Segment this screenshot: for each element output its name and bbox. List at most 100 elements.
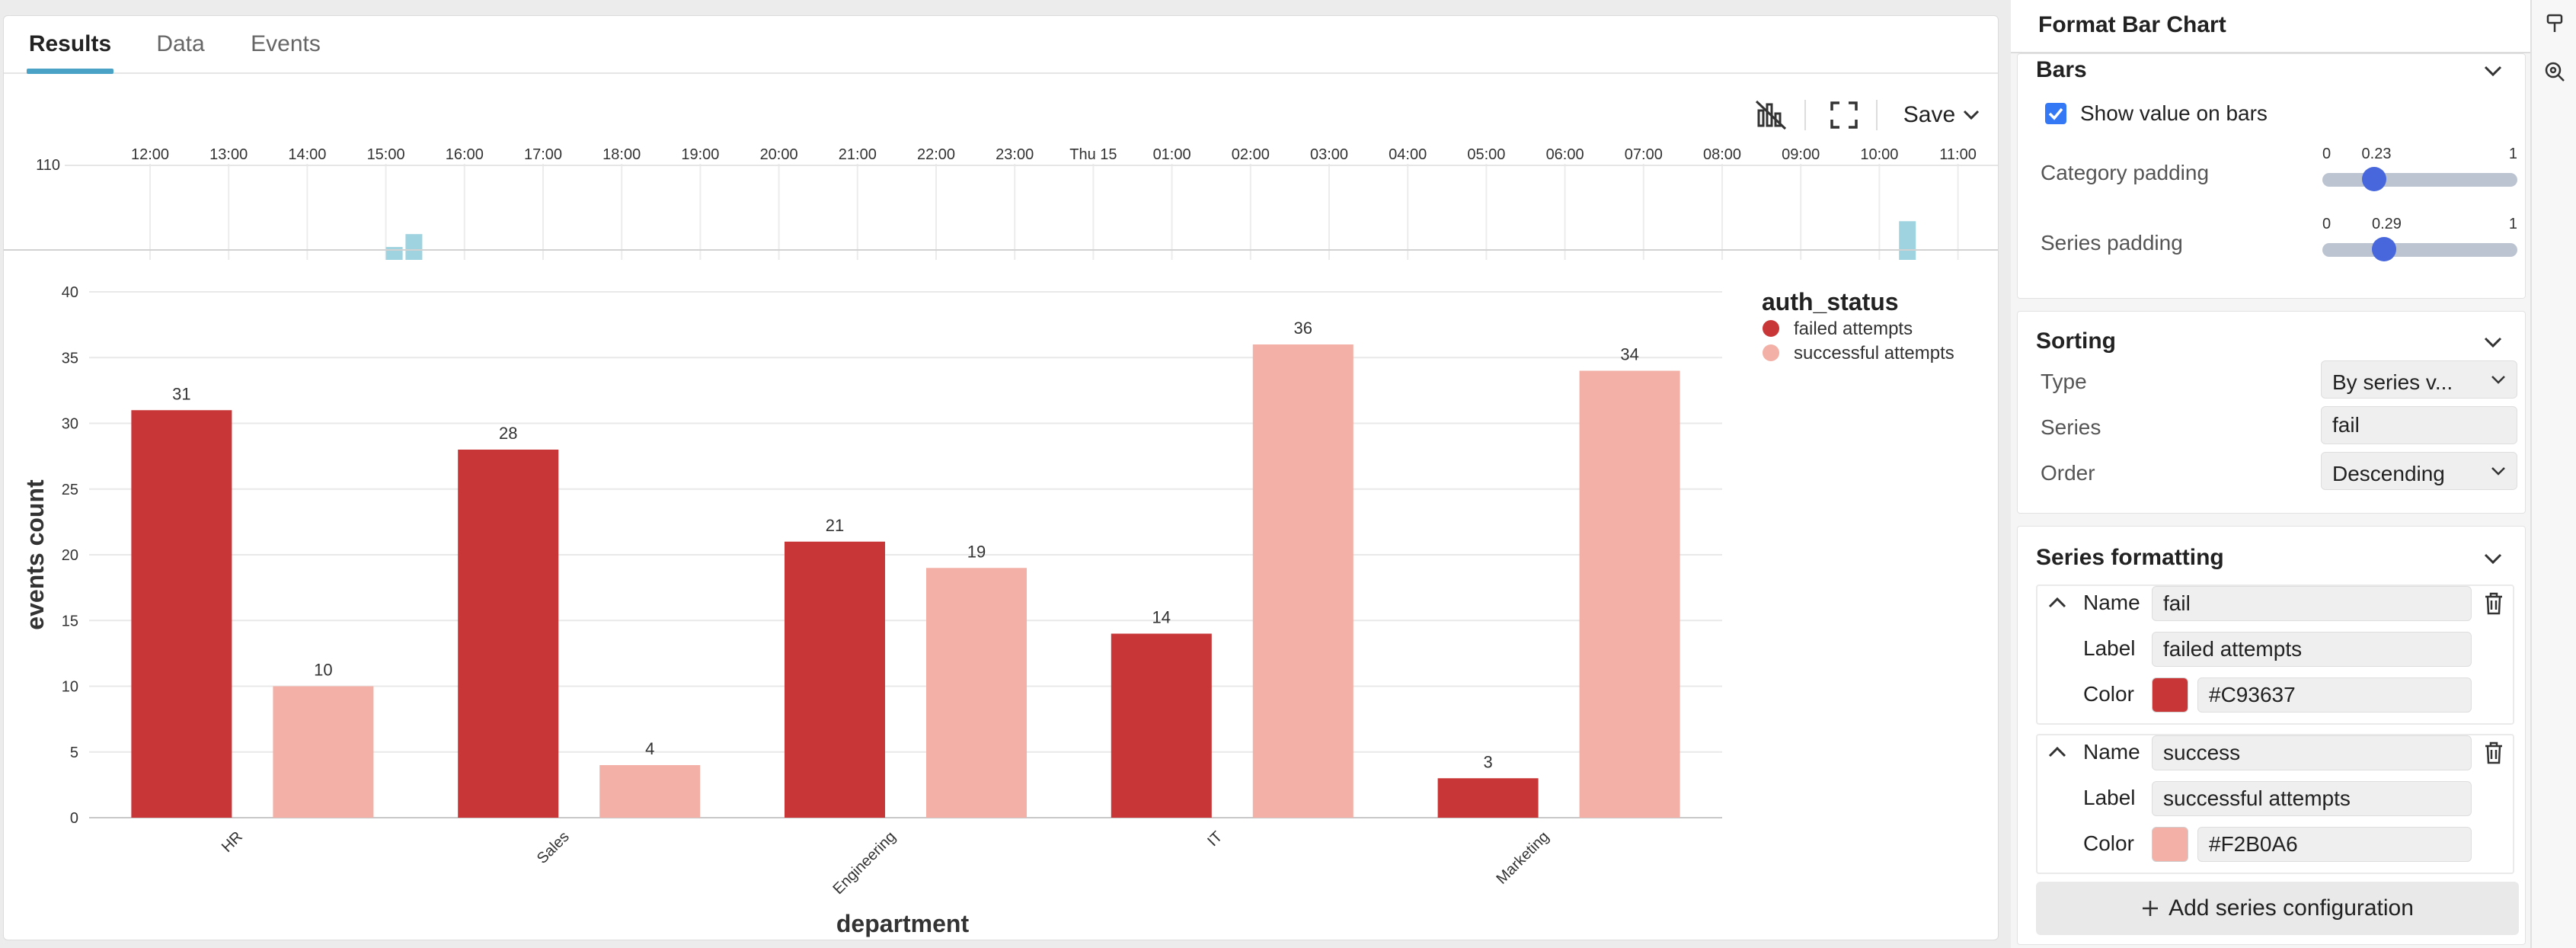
timeline-tick-label: 11:00 bbox=[1939, 146, 1977, 163]
bar-value-label: 3 bbox=[1483, 752, 1492, 771]
slider-thumb[interactable] bbox=[2361, 167, 2386, 191]
tab-events[interactable]: Events bbox=[251, 31, 321, 56]
series-config-card: Name fail Label failed attempts Color #C… bbox=[2036, 584, 2514, 725]
series-label-input[interactable]: failed attempts bbox=[2152, 632, 2472, 667]
results-card: Results Data Events Save 110 12:00 13:00 14… bbox=[3, 15, 1999, 940]
category-padding-slider[interactable]: 0 0.23 1 bbox=[2322, 146, 2517, 193]
sorting-section: Sorting Type By series v... Series fail … bbox=[2017, 311, 2526, 514]
series-color-input[interactable]: #C93637 bbox=[2197, 677, 2472, 713]
timeline-tick-label: 10:00 bbox=[1860, 146, 1898, 163]
tab-results[interactable]: Results bbox=[27, 16, 113, 74]
checkmark-icon bbox=[2048, 107, 2063, 120]
sort-type-label: Type bbox=[2041, 370, 2087, 393]
timeline-tick-label: 19:00 bbox=[681, 146, 719, 163]
format-panel: Format Bar Chart Bars Show value on bars… bbox=[2011, 0, 2530, 948]
save-button[interactable]: Save bbox=[1893, 97, 1990, 133]
timeline-histogram[interactable]: 110 12:00 13:00 14:00 15:00 16:00 17:00 18:00 19… bbox=[4, 138, 1998, 267]
series-name-input[interactable]: fail bbox=[2152, 586, 2472, 621]
timeline-tick-label: 14:00 bbox=[288, 146, 326, 163]
chevron-down-icon bbox=[2491, 376, 2505, 384]
toolbar-divider bbox=[1876, 100, 1878, 130]
timeline-tick-label: 08:00 bbox=[1703, 146, 1741, 163]
slider-track bbox=[2322, 243, 2517, 257]
sort-order-select[interactable]: Descending bbox=[2321, 452, 2517, 490]
collapse-chevron-icon[interactable] bbox=[2484, 336, 2502, 348]
sort-type-select[interactable]: By series v... bbox=[2321, 360, 2517, 399]
y-tick-label: 35 bbox=[62, 350, 78, 367]
timeline-tick-label: 18:00 bbox=[602, 146, 641, 163]
series-color-label: Color bbox=[2083, 831, 2134, 855]
sort-series-input[interactable]: fail bbox=[2321, 406, 2517, 444]
legend-label: successful attempts bbox=[1794, 343, 1954, 364]
toolbar-divider bbox=[1804, 100, 1806, 130]
color-swatch[interactable] bbox=[2152, 827, 2188, 862]
x-tick-label: IT bbox=[1204, 828, 1226, 850]
y-tick-label: 25 bbox=[62, 482, 78, 498]
bars-section: Bars Show value on bars Category padding… bbox=[2017, 53, 2526, 299]
sort-order-label: Order bbox=[2041, 461, 2095, 485]
bar bbox=[273, 686, 374, 818]
timeline-tick-label: 05:00 bbox=[1467, 146, 1505, 163]
bar-value-label: 36 bbox=[1294, 319, 1312, 338]
x-axis-title: department bbox=[836, 910, 970, 937]
x-tick-label: HR bbox=[219, 828, 246, 856]
timeline-tick-label: 04:00 bbox=[1389, 146, 1427, 163]
plus-icon bbox=[2143, 901, 2159, 916]
bar bbox=[458, 450, 559, 818]
bar bbox=[1111, 633, 1212, 818]
bar-value-label: 28 bbox=[499, 424, 517, 443]
y-tick-label: 30 bbox=[62, 416, 78, 433]
chevron-down-icon bbox=[1964, 110, 1980, 120]
series-name-input[interactable]: success bbox=[2152, 735, 2472, 770]
bar bbox=[599, 765, 701, 818]
slider-max: 1 bbox=[2508, 216, 2517, 232]
chevron-up-icon[interactable] bbox=[2048, 746, 2066, 758]
bar bbox=[926, 568, 1027, 818]
series-name-label: Name bbox=[2083, 740, 2140, 764]
hide-timeline-button[interactable] bbox=[1750, 97, 1792, 133]
x-tick-label: Engineering bbox=[829, 828, 899, 898]
slider-value: 0.29 bbox=[2371, 216, 2402, 232]
series-color-input[interactable]: #F2B0A6 bbox=[2197, 827, 2472, 862]
slider-value: 0.23 bbox=[2361, 146, 2392, 162]
chevron-up-icon[interactable] bbox=[2048, 597, 2066, 609]
sort-order-value: Descending bbox=[2332, 462, 2445, 485]
collapse-chevron-icon[interactable] bbox=[2484, 65, 2502, 77]
legend-swatch bbox=[1763, 320, 1779, 337]
timeline-tick-label: 16:00 bbox=[446, 146, 484, 163]
fullscreen-icon bbox=[1830, 101, 1858, 129]
bar bbox=[1252, 344, 1354, 818]
bar-value-label: 10 bbox=[314, 661, 332, 680]
series-label-input[interactable]: successful attempts bbox=[2152, 781, 2472, 816]
y-tick-label: 0 bbox=[70, 810, 78, 827]
series-padding-slider[interactable]: 0 0.29 1 bbox=[2322, 216, 2517, 263]
bar bbox=[785, 541, 885, 818]
tab-data[interactable]: Data bbox=[156, 31, 205, 56]
save-label: Save bbox=[1903, 102, 1956, 127]
timeline-divider bbox=[4, 249, 1998, 251]
y-tick-label: 10 bbox=[62, 679, 78, 696]
collapse-chevron-icon[interactable] bbox=[2484, 552, 2502, 565]
trash-icon[interactable] bbox=[2484, 592, 2504, 615]
show-values-checkbox[interactable] bbox=[2045, 103, 2066, 124]
y-tick-label: 40 bbox=[62, 284, 78, 301]
slider-thumb[interactable] bbox=[2371, 237, 2396, 261]
color-swatch[interactable] bbox=[2152, 677, 2188, 713]
series-name-label: Name bbox=[2083, 591, 2140, 614]
bar-value-label: 19 bbox=[967, 542, 986, 561]
timeline-tick-label: 13:00 bbox=[209, 146, 248, 163]
slider-max: 1 bbox=[2508, 146, 2517, 162]
view-tabs: Results Data Events bbox=[4, 16, 1998, 74]
y-axis-title: events count bbox=[21, 479, 49, 630]
fullscreen-button[interactable] bbox=[1824, 97, 1864, 133]
series-label-label: Label bbox=[2083, 786, 2136, 809]
slider-track bbox=[2322, 173, 2517, 187]
format-brush-icon[interactable] bbox=[2546, 14, 2564, 34]
trash-icon[interactable] bbox=[2484, 741, 2504, 764]
show-values-label: Show value on bars bbox=[2080, 101, 2268, 125]
search-settings-icon[interactable] bbox=[2544, 61, 2565, 82]
add-series-button[interactable]: Add series configuration bbox=[2036, 882, 2519, 935]
timeline-tick-label: 15:00 bbox=[367, 146, 405, 163]
timeline-tick-label: 02:00 bbox=[1232, 146, 1270, 163]
